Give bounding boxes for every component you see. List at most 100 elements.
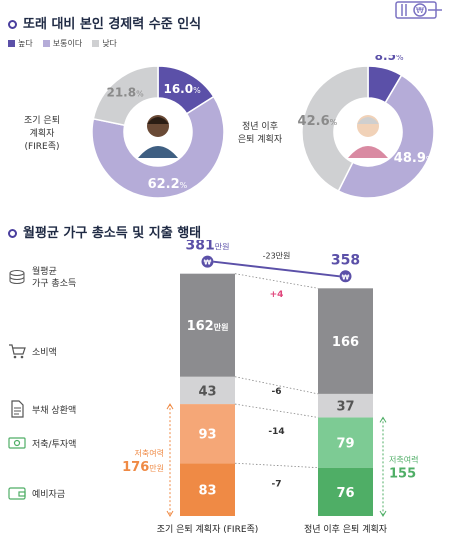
pie1-group-label-line-2: (FIRE족)	[24, 141, 59, 152]
bar2-value-0: 166	[332, 335, 359, 350]
bar1-total-number: 381	[186, 240, 215, 254]
legend-label-low: 낮다	[102, 39, 117, 48]
shopping-cart-icon	[9, 344, 26, 359]
bar1-total-marker-symbol: ₩	[204, 259, 212, 267]
savings-value-number-1: 155	[389, 467, 416, 482]
bullet-icon	[8, 20, 17, 29]
connector-line-1	[234, 376, 319, 395]
pie1-value-2: 21.8%	[106, 86, 144, 100]
savings-arrow-bottom-0	[166, 510, 174, 517]
pie1-group-label-line-0: 조기 은퇴	[24, 115, 60, 126]
pie1-group-label-line-1: 계획자	[30, 127, 56, 139]
legend: 높다 보통이다 낮다	[8, 38, 117, 49]
diff-label-2: -14	[268, 427, 284, 437]
bar2-segment-2	[318, 417, 373, 468]
pie1-value-number-1: 62.2	[148, 177, 180, 192]
diff-label-1: -6	[272, 387, 282, 397]
connector-line-2	[234, 403, 319, 418]
bar1-value-number-2: 93	[198, 428, 216, 443]
total-connector-line	[213, 260, 340, 278]
pie2-value-unit-0: %	[396, 55, 404, 62]
pie1-value-0: 16.0%	[163, 82, 201, 96]
savings-arrow-bottom-1	[379, 510, 387, 517]
category-reserve: 예비자금	[8, 484, 65, 502]
bar2-value-3: 76	[336, 486, 354, 501]
bar1-category-label: 조기 은퇴 계획자 (FIRE족)	[157, 523, 259, 535]
pie1-avatar-body	[138, 146, 178, 158]
pie2-value-number-2: 42.6	[298, 114, 330, 129]
pie2-value-0: 8.5%	[375, 55, 404, 63]
savings-arrow-top-0	[166, 403, 174, 410]
cash-icon	[8, 437, 26, 449]
bar1-value-number-3: 83	[198, 484, 216, 499]
pie2-group-label-line-1: 은퇴 계획자	[238, 133, 283, 145]
bar2-value-number-1: 37	[336, 400, 354, 415]
section1-title-text: 또래 대비 본인 경제력 수준 인식	[23, 17, 202, 32]
section2-title-text: 월평균 가구 총소득 및 지출 행태	[23, 226, 202, 241]
savings-label-1: 저축여력	[389, 455, 418, 465]
wallet-logo-icon: ₩	[395, 1, 442, 19]
pie2-slice-1	[337, 74, 435, 199]
bar2-total-marker	[339, 270, 352, 283]
legend-item-mid: 보통이다	[42, 38, 83, 49]
category-total-income: 월평균 가구 총소득	[8, 266, 76, 290]
bar2-segment-3	[318, 467, 373, 516]
legend-item-high: 높다	[8, 38, 33, 49]
savings-value-1: 155	[389, 467, 416, 482]
section1-title: 또래 대비 본인 경제력 수준 인식	[8, 13, 201, 32]
bar2-total-number: 358	[331, 252, 360, 268]
svg-text:₩: ₩	[416, 6, 424, 15]
pie2-value-1: 48.9%	[394, 151, 434, 166]
bar1-total-marker	[201, 255, 214, 268]
donut-charts: 16.0%62.2%21.8%조기 은퇴계획자(FIRE족)8.5%48.9%4…	[24, 55, 435, 199]
category-consumption: 소비액	[8, 342, 57, 360]
pie2-avatar-hair	[357, 117, 379, 124]
legend-label-mid: 보통이다	[52, 39, 83, 48]
section2-title: 월평균 가구 총소득 및 지출 행태	[8, 222, 201, 241]
pie1-value-unit-1: %	[180, 181, 188, 190]
bar2-category-label: 정년 이후 은퇴 계획자	[304, 523, 388, 535]
pie2-value-number-1: 48.9	[394, 151, 426, 166]
bar2-value-1: 37	[336, 400, 354, 415]
pie1-avatar-hair	[147, 117, 169, 124]
bar1-segment-1	[180, 376, 235, 405]
legend-label-high: 높다	[18, 39, 33, 48]
coins-icon	[9, 270, 25, 285]
savings-label-0: 저축여력	[135, 448, 164, 458]
bullet-icon	[8, 229, 17, 238]
pie2-slice-2	[301, 65, 369, 193]
bar1-total-label: 381만원	[186, 240, 230, 254]
pie1-slice-1	[91, 95, 225, 199]
category-label-consumption: 소비액	[32, 347, 57, 358]
diff-label-0: +4	[270, 290, 284, 300]
legend-item-low: 낮다	[92, 38, 117, 49]
pie1-value-unit-0: %	[193, 86, 201, 95]
category-debt: 부채 상환액	[8, 400, 76, 418]
connector-line-3	[234, 462, 319, 469]
savings-value-0: 176만원	[122, 460, 164, 475]
bar1-value-1: 43	[198, 384, 216, 399]
pie1-value-number-0: 16.0	[163, 82, 193, 96]
bar2-value-number-2: 79	[336, 437, 354, 452]
bar1-segment-3	[180, 463, 235, 516]
bar1-segment-2	[180, 404, 235, 464]
category-label-reserve: 예비자금	[32, 489, 66, 500]
category-savings: 저축/투자액	[8, 434, 76, 452]
category-label-total-income: 월평균 가구 총소득	[32, 267, 77, 289]
bar2-segment-1	[318, 393, 373, 418]
pie2-value-number-0: 8.5	[375, 55, 396, 63]
legend-swatch-high	[8, 40, 15, 47]
savings-value-number-0: 176	[122, 460, 149, 475]
total-diff-label: -23만원	[263, 252, 291, 261]
legend-swatch-mid	[42, 40, 50, 47]
savings-arrow-top-1	[379, 416, 387, 423]
connector-line-0	[234, 273, 319, 289]
bar1-value-unit-0: 만원	[214, 322, 229, 332]
savings-value-unit-0: 만원	[149, 464, 164, 473]
bar1-value-number-0: 162	[187, 319, 214, 334]
pie2-value-unit-2: %	[330, 118, 338, 127]
bar2-total-label: 358	[331, 252, 360, 268]
bar1-total-unit: 만원	[215, 243, 230, 252]
bar1-value-0: 162만원	[187, 319, 229, 334]
diff-label-3: -7	[272, 480, 282, 490]
